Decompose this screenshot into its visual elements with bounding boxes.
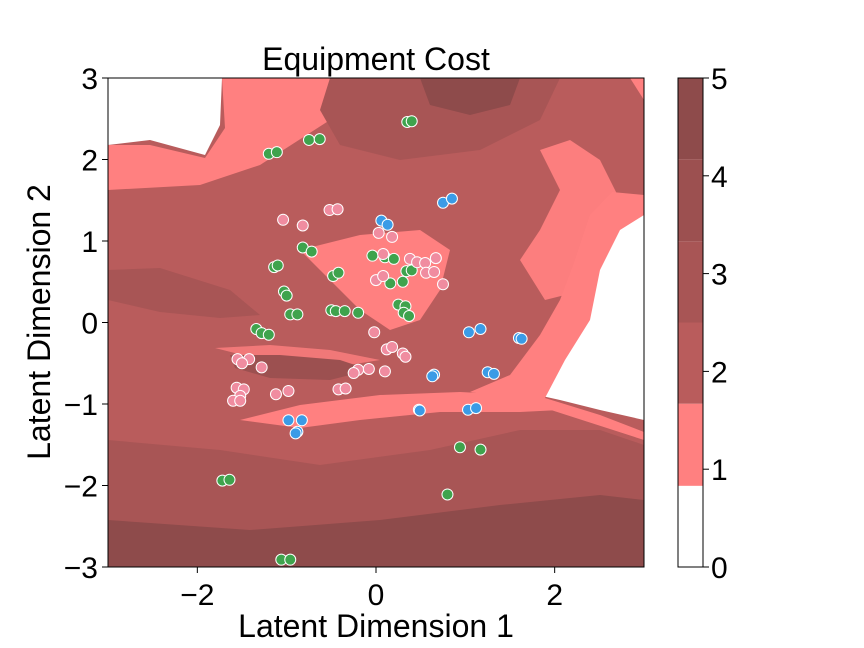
scatter-point [515, 332, 528, 345]
scatter-point [269, 388, 282, 401]
y-axis-ticks: −3 −2 −1 0 1 2 3 [64, 63, 108, 585]
scatter-point [470, 402, 483, 415]
scatter-point [271, 259, 284, 272]
scatter-point [377, 270, 390, 283]
scatter-point [280, 289, 293, 302]
scatter-point [291, 308, 304, 321]
colorbar-frame [677, 77, 704, 568]
x-axis-label: Latent Dimension 1 [238, 608, 514, 644]
scatter-point [426, 370, 439, 383]
y-tick-label: 2 [81, 145, 98, 178]
colorbar-tick-label: 1 [711, 454, 728, 487]
scatter-point [386, 230, 399, 243]
contour-band-top-left [108, 78, 360, 190]
scatter-point [413, 404, 426, 417]
scatter-point [289, 427, 302, 440]
y-axis-label: Latent Dimension 2 [21, 184, 57, 460]
scatter-point [474, 323, 487, 336]
scatter-point [462, 326, 475, 339]
scatter-point [362, 362, 375, 375]
scatter-point [368, 326, 381, 339]
scatter-point [441, 488, 454, 501]
scatter-point [223, 473, 236, 486]
scatter-point [386, 340, 399, 353]
scatter-point [296, 219, 309, 232]
scatter-point [338, 305, 351, 318]
contour-band-lower [240, 392, 560, 428]
contour-band-right-inner [520, 140, 620, 300]
scatter-point [347, 367, 360, 380]
scatter-point [429, 252, 442, 265]
scatter-point [295, 414, 308, 427]
contour-peak-bottom [108, 495, 644, 567]
scatter-point [255, 361, 268, 374]
y-tick-label: 0 [81, 308, 98, 341]
scatter-point [396, 275, 409, 288]
scatter-point [474, 443, 487, 456]
scatter-point [381, 218, 394, 231]
y-tick-label: 3 [81, 63, 98, 96]
colorbar-band [678, 241, 703, 323]
scatter-point [332, 266, 345, 279]
contour-peak-top [420, 78, 520, 115]
colorbar-tick-label: 4 [711, 161, 728, 194]
scatter-point [428, 265, 441, 278]
scatter-point [399, 350, 412, 363]
scatter-point [487, 367, 500, 380]
colorbar-tick-label: 0 [711, 552, 728, 585]
colorbar-band [678, 403, 703, 486]
scatter-point [270, 146, 283, 159]
colorbar-band [678, 485, 703, 567]
scatter-point [366, 249, 379, 262]
scatter-point [384, 277, 397, 290]
y-tick-label: 1 [81, 226, 98, 259]
scatter-point [453, 441, 466, 454]
scatter-point [282, 384, 295, 397]
colorbar-band [678, 322, 703, 404]
colorbar-tick-label: 3 [711, 259, 728, 292]
scatter-point [234, 394, 247, 407]
contour-map [108, 78, 644, 567]
chart-title: Equipment Cost [262, 41, 490, 77]
scatter-point [305, 245, 318, 258]
scatter-point [445, 192, 458, 205]
y-tick-label: −1 [64, 389, 98, 422]
scatter-point [403, 309, 416, 322]
scatter-point [236, 357, 248, 370]
scatter-point [277, 213, 290, 226]
y-tick-label: −2 [64, 471, 98, 504]
contour-region-high-left [108, 268, 260, 318]
x-tick-label: 2 [546, 579, 563, 612]
scatter-point [262, 328, 275, 341]
scatter-point [339, 382, 352, 395]
scatter-point [284, 553, 297, 566]
contour-band-right-outer [470, 78, 644, 440]
colorbar-tick-label: 5 [711, 63, 728, 96]
x-tick-label: 0 [368, 579, 385, 612]
colorbar [677, 77, 704, 568]
scatter-point [378, 365, 391, 378]
scatter-point [387, 252, 400, 265]
x-tick-label: −2 [180, 579, 214, 612]
colorbar-ticks: 0 1 2 3 4 5 [703, 63, 728, 585]
x-axis-ticks: −2 0 2 [180, 567, 563, 612]
scatter-point [331, 203, 344, 216]
scatter-point [437, 278, 449, 291]
scatter-point [313, 133, 326, 146]
colorbar-band [678, 159, 703, 242]
scatter-point [372, 226, 385, 239]
scatter-point [352, 306, 365, 319]
contour-region-center-dark [230, 355, 370, 380]
contour-region-low-top-left [108, 78, 222, 155]
colorbar-tick-label: 2 [711, 356, 728, 389]
colorbar-band [678, 78, 703, 160]
scatter-point [303, 133, 315, 146]
scatter-point [282, 414, 295, 427]
scatter-point [405, 115, 418, 128]
scatter-point [377, 248, 390, 261]
y-tick-label: −3 [64, 552, 98, 585]
scatter-points [216, 115, 528, 566]
